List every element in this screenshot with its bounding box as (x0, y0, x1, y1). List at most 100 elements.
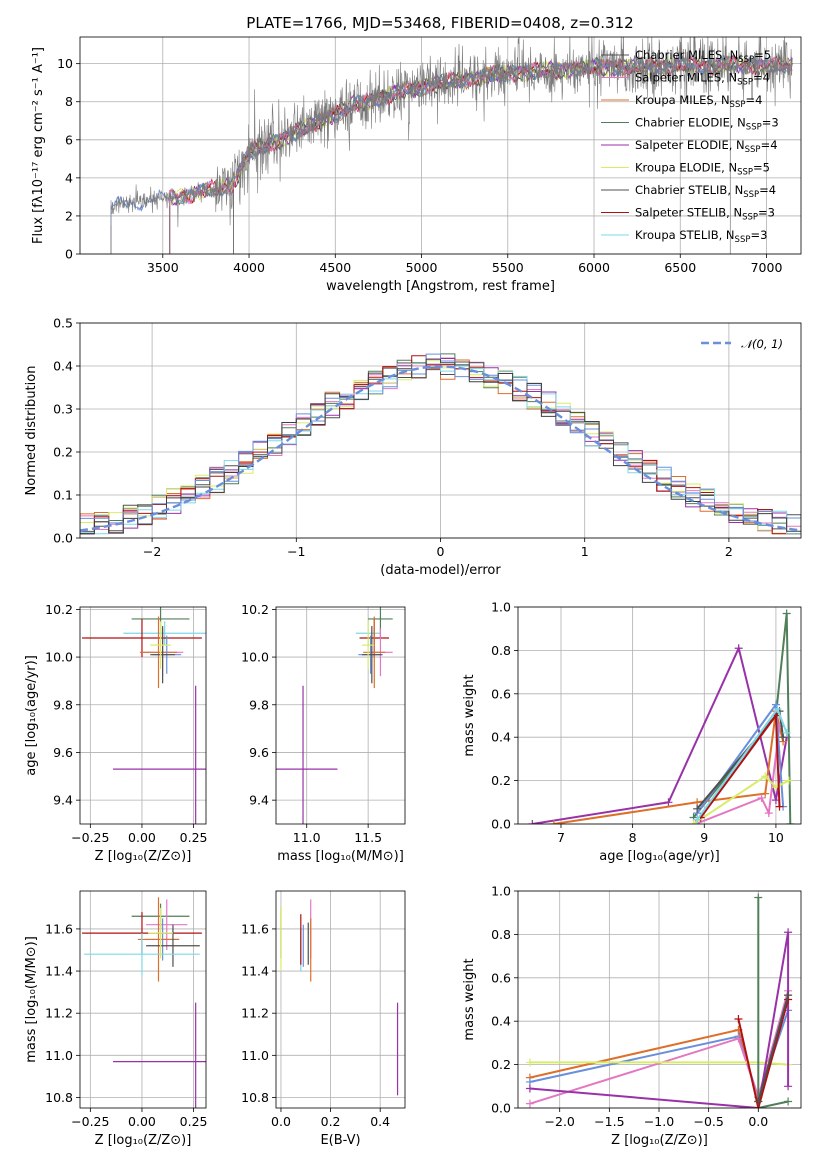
spectrum-legend-label: Kroupa STELIB, N (635, 228, 735, 242)
age_vs_Z-ytick-label: 10.0 (45, 650, 73, 665)
mass_vs_ebv-frame (275, 890, 406, 1109)
spectrum-legend-label: Chabrier MILES, N (635, 48, 738, 62)
age_vs_mass-ytick-label: 9.6 (249, 745, 269, 760)
residuals-ytick-label: 0.2 (53, 445, 73, 460)
spectrum-legend-label: Kroupa MILES, N (635, 93, 730, 107)
weight_vs_age-series-marker (549, 820, 558, 824)
weight_vs_age-series-marker (757, 793, 766, 802)
weight_vs_age-series-marker (782, 728, 791, 737)
weight_vs_age-ytick-label: 0.6 (491, 686, 511, 701)
weight_vs_Z-frame (517, 890, 802, 1109)
weight_vs_age-xlabel: age [log₁₀(age/yr)] (599, 849, 720, 864)
residuals-ytick-label: 0.0 (53, 531, 73, 546)
spectrum-legend-sub: SSP (730, 100, 746, 110)
weight_vs_Z-ytick-label: 0.8 (491, 927, 511, 942)
residuals-ytick-label: 0.5 (53, 316, 73, 331)
age_vs_Z-xtick-label: 0.00 (128, 830, 156, 845)
weight_vs_age-ytick-label: 0.2 (491, 773, 511, 788)
age_vs_Z-ytick-label: 9.8 (53, 697, 73, 712)
mass_vs_Z-ytick-label: 11.2 (45, 1006, 73, 1021)
mass_vs_Z-xtick-label: −0.25 (71, 1114, 109, 1129)
residuals-ylabel: Normed distribution (24, 366, 39, 496)
spectrum-legend-entry: Kroupa MILES, NSSP=4 (635, 93, 762, 110)
weight_vs_Z-ytick-label: 0.4 (491, 1014, 511, 1029)
spectrum-xtick-label: 4500 (319, 260, 351, 275)
residuals-xtick-label: 0 (437, 544, 445, 559)
weight_vs_age-ytick-label: 0.4 (491, 730, 511, 745)
weight_vs_age-series-marker (664, 798, 673, 807)
weight_vs_Z-series-marker (525, 1084, 534, 1093)
spectrum-legend-sub: SSP (738, 55, 754, 65)
age_vs_Z-xlabel: Z [log₁₀(Z/Z⊙)] (95, 849, 192, 864)
age_vs_mass-ytick-label: 9.4 (249, 793, 269, 808)
weight_vs_age-series-marker (784, 776, 793, 785)
age_vs_mass-plot-area (276, 607, 393, 824)
weight_vs_Z-xtick-label: −1.5 (594, 1114, 624, 1129)
spectrum-title: PLATE=1766, MJD=53468, FIBERID=0408, z=0… (246, 14, 633, 32)
spectrum-xlabel: wavelength [Angstrom, rest frame] (326, 279, 555, 294)
weight_vs_age-frame (517, 606, 802, 825)
weight_vs_age-series-marker (689, 820, 698, 824)
mass_vs_ebv-plot-area (280, 899, 399, 1096)
residuals-xtick-label: −2 (143, 544, 161, 559)
weight_vs_Z-series-line (757, 897, 789, 1108)
weight_vs_age-ylabel: mass weight (462, 674, 477, 756)
weight_vs_age-ytick-label: 1.0 (491, 600, 511, 615)
spectrum-legend-entry: Salpeter STELIB, NSSP=3 (635, 206, 775, 223)
residuals-ytick-label: 0.1 (53, 488, 73, 503)
weight_vs_age-series-marker (693, 815, 702, 824)
weight_vs_Z-series-marker (525, 1058, 534, 1067)
mass_vs_Z-xtick-label: 0.00 (128, 1114, 156, 1129)
weight_vs_age-xtick-label: 7 (557, 830, 565, 845)
weight_vs_Z-ytick-label: 0.0 (491, 1101, 511, 1116)
weight_vs_Z-ytick-label: 0.6 (491, 970, 511, 985)
age_vs_mass-ytick-label: 9.8 (249, 697, 269, 712)
weight_vs_age-series-marker (528, 820, 537, 824)
spectrum-xtick-label: 5500 (492, 260, 524, 275)
spectrum-legend-tail: =4 (745, 93, 762, 107)
weight_vs_Z-series-marker (734, 1015, 743, 1024)
weight_vs_age-plot-area (528, 609, 795, 824)
weight_vs_Z-series-line (757, 994, 790, 1102)
weight_vs_age-series-line (692, 775, 790, 824)
spectrum-legend-tail: =3 (762, 116, 779, 130)
spectrum-legend-entry: Kroupa STELIB, NSSP=3 (635, 228, 767, 245)
spectrum-xtick-label: 4000 (233, 260, 265, 275)
weight_vs_age-series-line (553, 710, 785, 824)
spectrum-legend-entry: Chabrier MILES, NSSP=5 (635, 48, 771, 65)
weight_vs_age-series-marker (779, 733, 788, 742)
normal-curve (80, 365, 801, 532)
residuals-panel: −2 −1 0 1 2 0.0 0.1 0.2 0.3 0.4 0.5 (data-model)/er… (24, 316, 802, 578)
weight_vs_Z-series-marker (784, 928, 793, 937)
weight_vs_Z-series-marker (754, 893, 763, 902)
spectrum-legend-tail: =5 (753, 161, 770, 175)
spectrum-xtick-label: 6500 (664, 260, 696, 275)
spectrum-ytick-label: 10 (57, 56, 73, 71)
spectrum-legend-tail: =4 (753, 71, 770, 85)
mass_vs_Z-ytick-label: 11.0 (45, 1048, 73, 1063)
weight_vs_Z-series-marker (784, 1082, 793, 1091)
residuals-xtick-label: 2 (725, 544, 733, 559)
residuals-plot-area (80, 353, 801, 535)
weight_vs_age-series-marker (782, 609, 791, 618)
weight_vs_Z-xtick-label: −0.5 (693, 1114, 723, 1129)
residuals-frame (79, 322, 802, 539)
spectrum-legend-label: Kroupa ELODIE, N (635, 161, 737, 175)
mass_vs_Z-frame (79, 890, 207, 1109)
age_vs_Z-ytick-label: 9.6 (53, 745, 73, 760)
mass_vs_ebv-ytick-label: 10.8 (241, 1090, 269, 1105)
weight_vs_Z-xtick-label: −1.0 (644, 1114, 674, 1129)
weight_vs_Z-ytick-label: 0.2 (491, 1057, 511, 1072)
spectrum-xtick-label: 7000 (751, 260, 783, 275)
spectrum-ytick-label: 0 (65, 247, 73, 262)
weight_vs_Z-series-line (737, 999, 790, 1108)
mass_vs_Z-xtick-label: 0.25 (180, 1114, 208, 1129)
age_vs_mass-frame (275, 606, 406, 825)
age_vs_Z-xtick-label: 0.25 (180, 830, 208, 845)
residual-legend-label: 𝒩(0, 1) (741, 337, 783, 351)
spectrum-legend-sub: SSP (745, 145, 761, 155)
weight_vs_age-series-marker (693, 804, 702, 813)
spectrum-plot-area (110, 37, 793, 254)
weight_vs_age-series-line (532, 645, 788, 824)
